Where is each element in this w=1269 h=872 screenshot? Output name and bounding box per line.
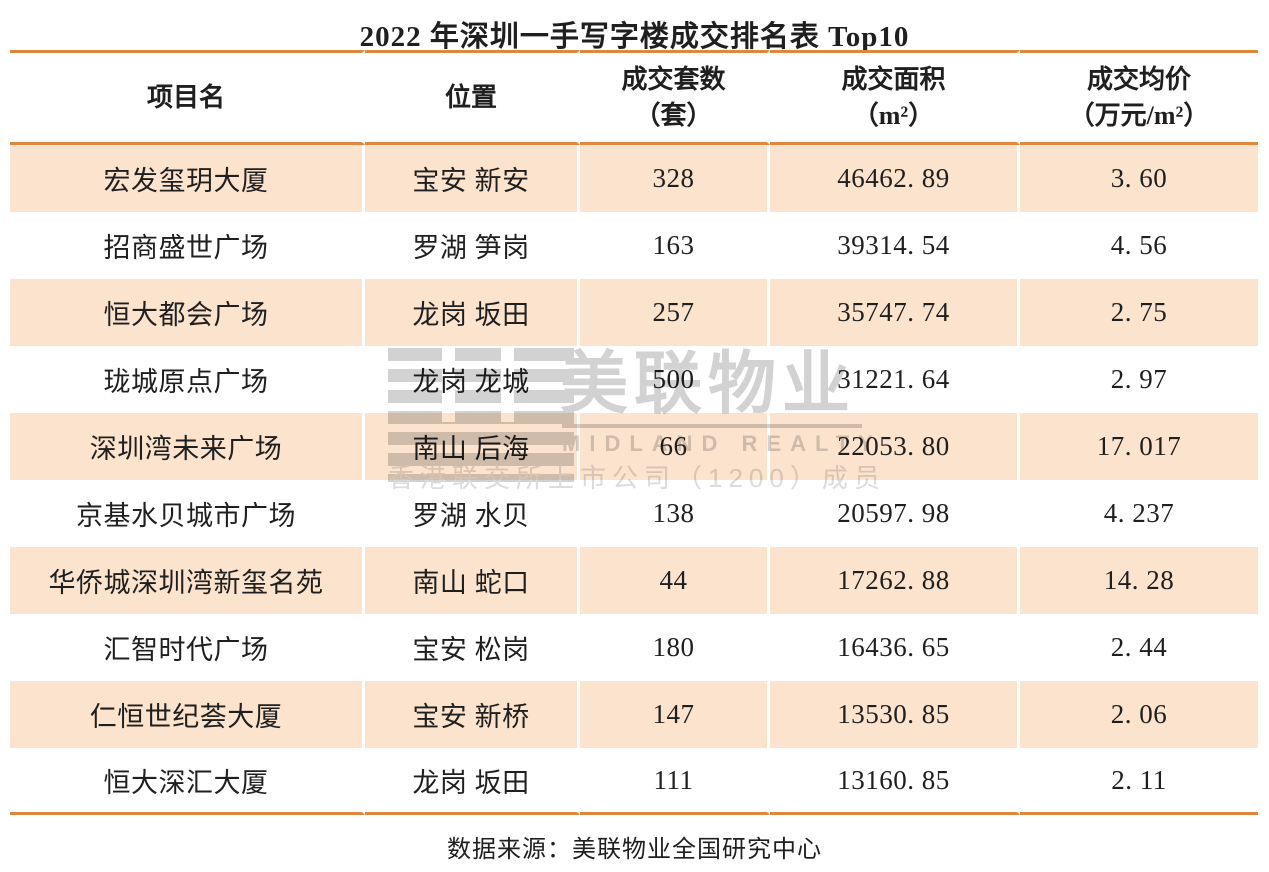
cell-units: 500 [580, 346, 770, 413]
cell-project: 汇智时代广场 [10, 614, 365, 681]
cell-price: 2. 97 [1110, 364, 1168, 394]
table-row: 京基水贝城市广场 罗湖 水贝 138 20597. 98 4. 237 [10, 480, 1258, 547]
col-header-units: 成交套数 （套） [580, 50, 770, 145]
cell-price: 14. 28 [1020, 547, 1258, 614]
table-row: 华侨城深圳湾新玺名苑 南山 蛇口 44 17262. 88 14. 28 [10, 547, 1258, 614]
cell-units: 328 [580, 145, 770, 212]
cell-project: 宏发玺玥大厦 [10, 145, 365, 212]
cell-area: 13530. 85 [770, 681, 1020, 748]
cell-location: 龙岗 龙城 [365, 346, 580, 413]
cell-location: 宝安 新安 [365, 145, 580, 212]
cell-units: 163 [580, 212, 770, 279]
col-header-label: 成交均价 [1086, 64, 1191, 94]
cell-price: 2. 44 [1110, 632, 1168, 662]
cell-units: 138 [580, 480, 770, 547]
cell-location: 龙岗 坂田 [365, 748, 580, 815]
cell-units: 257 [580, 279, 770, 346]
cell-location: 罗湖 水贝 [365, 480, 580, 547]
col-header-area: 成交面积 （m²） [770, 50, 1020, 145]
table-row: 宏发玺玥大厦 宝安 新安 328 46462. 89 3. 60 [10, 145, 1258, 212]
cell-area: 39314. 54 [770, 212, 1020, 279]
cell-price: 4. 237 [1103, 498, 1175, 528]
col-header-label: 成交套数 [621, 64, 726, 94]
col-header-project: 项目名 [10, 50, 365, 145]
cell-project: 仁恒世纪荟大厦 [10, 681, 365, 748]
cell-units: 44 [580, 547, 770, 614]
cell-area: 46462. 89 [770, 145, 1020, 212]
table-row: 深圳湾未来广场 南山 后海 66 22053. 80 17. 017 [10, 413, 1258, 480]
cell-location: 南山 蛇口 [365, 547, 580, 614]
col-header-label: 成交面积 [841, 64, 946, 94]
cell-units: 147 [580, 681, 770, 748]
col-header-location: 位置 [365, 50, 580, 145]
cell-location: 龙岗 坂田 [365, 279, 580, 346]
cell-price: 3. 60 [1020, 145, 1258, 212]
cell-area: 17262. 88 [770, 547, 1020, 614]
cell-area: 22053. 80 [770, 413, 1020, 480]
cell-price: 4. 56 [1110, 230, 1168, 260]
cell-price: 17. 017 [1020, 413, 1258, 480]
cell-project: 恒大深汇大厦 [10, 748, 365, 815]
table-row: 汇智时代广场 宝安 松岗 180 16436. 65 2. 44 [10, 614, 1258, 681]
cell-project: 京基水贝城市广场 [10, 480, 365, 547]
col-header-label: 位置 [444, 82, 497, 112]
cell-project: 珑城原点广场 [10, 346, 365, 413]
cell-area: 35747. 74 [770, 279, 1020, 346]
cell-area: 13160. 85 [770, 748, 1020, 815]
data-source: 数据来源：美联物业全国研究中心 [447, 837, 822, 863]
table-row: 恒大都会广场 龙岗 坂田 257 35747. 74 2. 75 [10, 279, 1258, 346]
col-header-unit: （套） [634, 100, 713, 130]
cell-price: 2. 06 [1020, 681, 1258, 748]
table-row: 仁恒世纪荟大厦 宝安 新桥 147 13530. 85 2. 06 [10, 681, 1258, 748]
cell-location: 南山 后海 [365, 413, 580, 480]
cell-project: 恒大都会广场 [10, 279, 365, 346]
cell-price: 2. 75 [1020, 279, 1258, 346]
ranking-table: 项目名 位置 成交套数 （套） 成交面积 （m²） 成交均价 （万元/m²） 宏… [10, 50, 1258, 815]
cell-area: 31221. 64 [770, 346, 1020, 413]
cell-project: 华侨城深圳湾新玺名苑 [10, 547, 365, 614]
cell-project: 招商盛世广场 [10, 212, 365, 279]
cell-location: 宝安 新桥 [365, 681, 580, 748]
page-title: 2022 年深圳一手写字楼成交排名表 Top10 [359, 21, 910, 53]
cell-price: 2. 11 [1020, 748, 1258, 815]
col-header-unit: （m²） [852, 100, 935, 130]
table-row: 恒大深汇大厦 龙岗 坂田 111 13160. 85 2. 11 [10, 748, 1258, 815]
cell-area: 20597. 98 [770, 480, 1020, 547]
cell-area: 16436. 65 [770, 614, 1020, 681]
cell-project: 深圳湾未来广场 [10, 413, 365, 480]
table-row: 珑城原点广场 龙岗 龙城 500 31221. 64 2. 97 [10, 346, 1258, 413]
cell-units: 180 [580, 614, 770, 681]
cell-units: 111 [580, 748, 770, 815]
header-row: 项目名 位置 成交套数 （套） 成交面积 （m²） 成交均价 （万元/m²） [10, 50, 1258, 145]
cell-location: 罗湖 笋岗 [365, 212, 580, 279]
col-header-unit: （万元/m²） [1068, 100, 1210, 130]
col-header-label: 项目名 [146, 82, 225, 112]
col-header-price: 成交均价 （万元/m²） [1020, 50, 1258, 145]
cell-units: 66 [580, 413, 770, 480]
table-row: 招商盛世广场 罗湖 笋岗 163 39314. 54 4. 56 [10, 212, 1258, 279]
cell-location: 宝安 松岗 [365, 614, 580, 681]
